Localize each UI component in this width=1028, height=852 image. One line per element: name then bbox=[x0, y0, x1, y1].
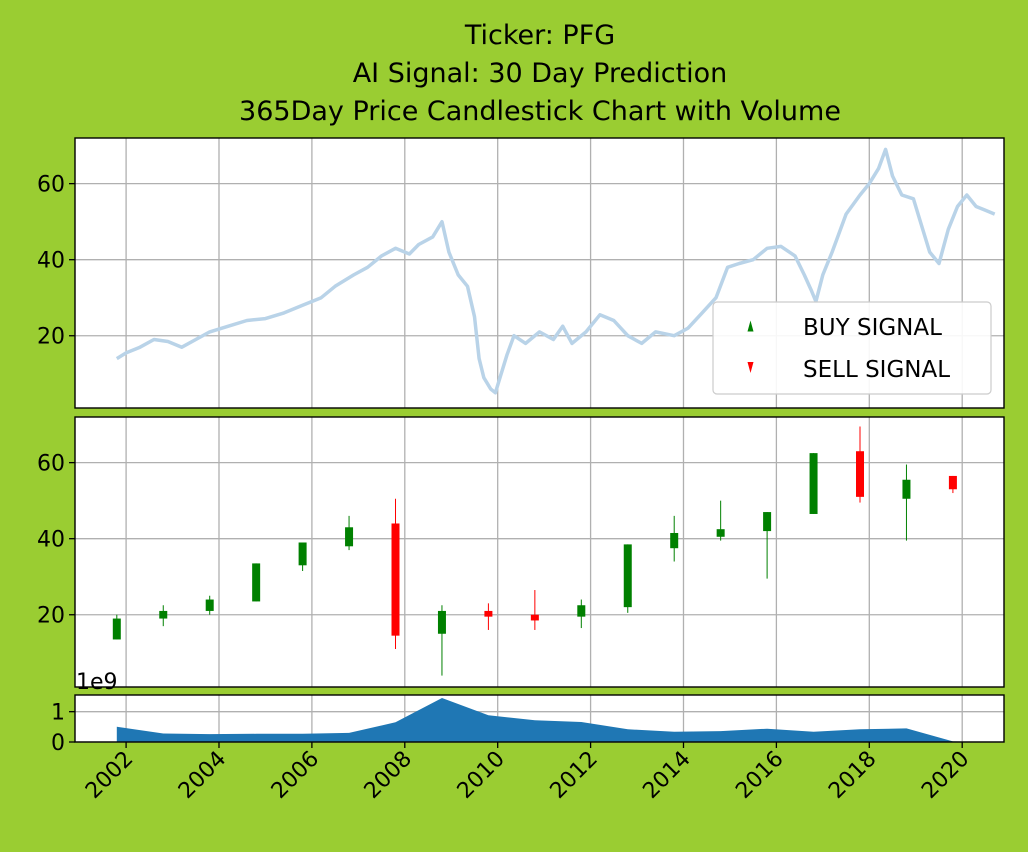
candle bbox=[205, 595, 214, 615]
candle-body bbox=[763, 512, 772, 532]
candle-body bbox=[298, 542, 307, 566]
candle bbox=[159, 605, 168, 627]
candle bbox=[670, 515, 679, 562]
candle-body bbox=[252, 563, 261, 602]
candle bbox=[856, 426, 865, 503]
candle-panel-background bbox=[75, 417, 1004, 687]
volume-layer bbox=[116, 698, 1005, 742]
candle-body bbox=[716, 529, 725, 537]
candle bbox=[530, 590, 539, 630]
chart-title-line-3: 365Day Price Candlestick Chart with Volu… bbox=[239, 96, 841, 127]
candle-body bbox=[159, 610, 168, 619]
candle-body bbox=[112, 618, 121, 640]
y-tick-label: 0 bbox=[51, 731, 65, 756]
candle bbox=[391, 498, 400, 649]
price-line-layer bbox=[115, 147, 996, 395]
price-y-axis: 20 40 60 bbox=[37, 173, 75, 350]
legend-sell-marker-icon bbox=[747, 362, 754, 373]
candle bbox=[623, 544, 632, 613]
candle-body bbox=[856, 451, 865, 497]
candle bbox=[809, 453, 818, 514]
y-tick-label: 20 bbox=[37, 604, 65, 629]
candle bbox=[763, 512, 772, 579]
candle-body bbox=[948, 475, 957, 490]
candle-body bbox=[902, 479, 911, 499]
candle-body bbox=[530, 614, 539, 621]
chart-title-line-1: Ticker: PFG bbox=[464, 20, 615, 51]
candle bbox=[437, 605, 446, 676]
candle-panel-frame bbox=[74, 416, 1005, 688]
volume-panel: 01 1e9 bbox=[51, 670, 1005, 756]
candle-panel: 20 40 60 bbox=[37, 416, 1005, 688]
candle-y-axis: 20 40 60 bbox=[37, 452, 75, 629]
candle-body bbox=[623, 544, 632, 608]
candle-body bbox=[670, 532, 679, 549]
candle-grid bbox=[75, 417, 1004, 687]
chart-title-line-2: AI Signal: 30 Day Prediction bbox=[353, 58, 728, 89]
legend-buy-marker-icon bbox=[747, 320, 754, 332]
candle bbox=[716, 500, 725, 541]
candle bbox=[345, 515, 354, 551]
price-panel: 20 40 60 BUY SIGNAL SELL SIGNAL bbox=[37, 137, 1005, 409]
candle-layer bbox=[112, 426, 957, 676]
candle-body bbox=[345, 527, 354, 547]
y-tick-label: 40 bbox=[37, 249, 65, 274]
candle bbox=[484, 603, 493, 630]
price-panel-frame bbox=[74, 137, 1005, 409]
candle bbox=[252, 563, 261, 602]
legend-box bbox=[712, 301, 992, 395]
volume-panel-frame bbox=[74, 694, 1005, 743]
candle-body bbox=[437, 610, 446, 634]
legend-buy-label: BUY SIGNAL bbox=[803, 315, 942, 341]
volume-offset-label: 1e9 bbox=[76, 670, 118, 695]
legend: BUY SIGNAL SELL SIGNAL bbox=[712, 301, 992, 395]
y-tick-label: 1 bbox=[51, 701, 65, 726]
candle bbox=[577, 599, 586, 629]
candle bbox=[948, 475, 957, 494]
candle-body bbox=[809, 453, 818, 514]
legend-sell-label: SELL SIGNAL bbox=[803, 357, 950, 383]
candle-body bbox=[391, 523, 400, 636]
volume-y-axis: 01 bbox=[51, 701, 75, 756]
y-tick-label: 20 bbox=[37, 325, 65, 350]
price-line bbox=[115, 147, 996, 395]
volume-area bbox=[116, 698, 1005, 742]
y-tick-label: 60 bbox=[37, 452, 65, 477]
candle-body bbox=[577, 605, 586, 617]
candle bbox=[112, 614, 121, 640]
y-tick-label: 40 bbox=[37, 528, 65, 553]
candle bbox=[902, 464, 911, 541]
y-tick-label: 60 bbox=[37, 173, 65, 198]
candle-body bbox=[205, 599, 214, 611]
candle-body bbox=[484, 610, 493, 617]
candle bbox=[298, 542, 307, 572]
